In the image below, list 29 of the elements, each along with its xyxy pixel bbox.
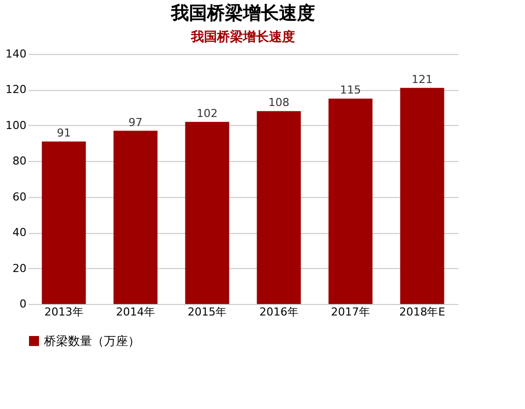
bar — [400, 88, 444, 304]
y-tick-label: 40 — [12, 226, 26, 240]
data-label: 115 — [340, 84, 361, 97]
data-label: 102 — [196, 106, 218, 120]
y-tick-label: 20 — [12, 262, 26, 275]
y-tick-label: 100 — [6, 118, 26, 132]
chart-subtitle: 我国桥梁增长速度 — [190, 29, 295, 45]
y-tick-label: 140 — [6, 48, 26, 60]
y-tick-label: 120 — [6, 83, 26, 96]
x-tick-label: 2017年 — [331, 306, 370, 318]
legend-label: 桥梁数量（万座） — [43, 334, 140, 348]
y-tick-label: 0 — [20, 298, 26, 310]
x-tick-label: 2016年 — [259, 306, 298, 318]
y-tick-label: 60 — [12, 190, 26, 204]
bar — [256, 111, 301, 304]
data-label: 108 — [268, 96, 290, 110]
x-tick-label: 2018年E — [399, 306, 446, 318]
x-tick-label: 2014年 — [116, 306, 155, 318]
bar — [328, 98, 372, 304]
bar — [185, 122, 230, 304]
bar — [42, 142, 86, 304]
data-label: 91 — [56, 126, 71, 140]
x-tick-label: 2015年 — [188, 306, 227, 318]
bar — [114, 130, 158, 304]
data-label: 97 — [128, 116, 142, 129]
data-label: 121 — [412, 72, 433, 86]
x-tick-label: 2013年 — [44, 306, 84, 318]
y-tick-label: 80 — [12, 154, 26, 168]
chart-title: 我国桥梁增长速度 — [170, 3, 315, 24]
